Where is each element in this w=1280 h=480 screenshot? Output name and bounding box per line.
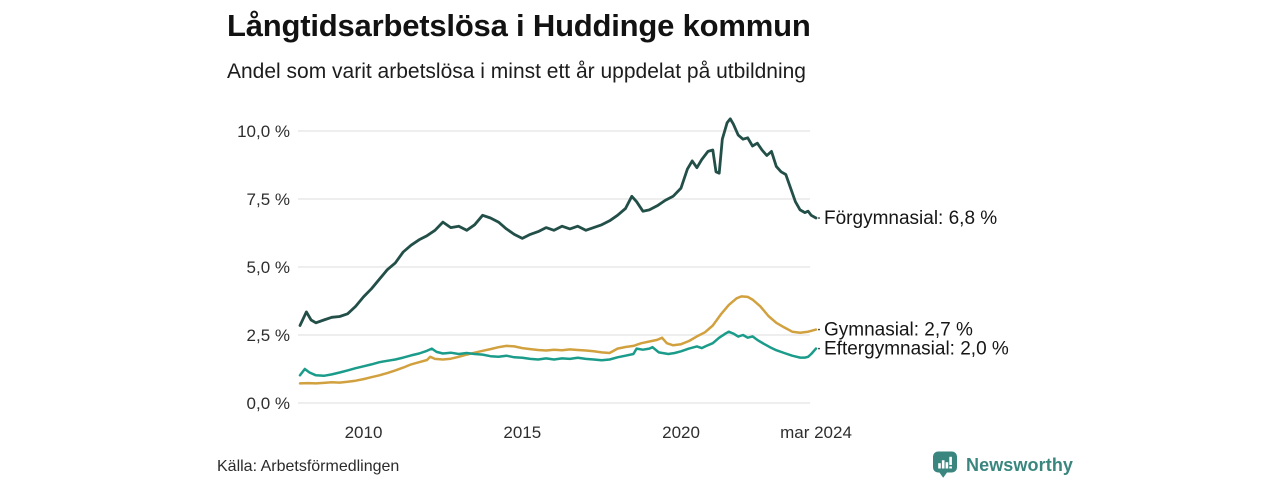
series-end-label-gymnasial: Gymnasial: 2,7 % [824,320,973,341]
page-title: Långtidsarbetslösa i Huddinge kommun [227,8,811,43]
x-tick-label: 2010 [345,423,383,442]
series-line-gymnasial [298,295,818,385]
x-tick-label: 2015 [503,423,541,442]
x-tick-label: mar 2024 [780,423,852,442]
series-lines [298,117,818,385]
source-note: Källa: Arbetsförmedlingen [217,458,400,475]
series-line-eftergymnasial [298,330,818,378]
y-tick-label: 2,5 % [247,326,290,345]
newsworthy-logo: Newsworthy [931,450,1073,480]
series-label-connectors [818,217,820,350]
y-axis-tick-labels: 10,0 % 7,5 % 5,0 % 2,5 % 0,0 % [237,122,290,413]
x-axis-tick-labels: 2010 2015 2020 mar 2024 [345,423,852,442]
bar-chart-speech-bubble-icon [933,451,957,478]
page-subtitle: Andel som varit arbetslösa i minst ett å… [227,60,806,83]
x-tick-label: 2020 [662,423,700,442]
series-line-förgymnasial [298,117,818,327]
series-end-label-forgymnasial: Förgymnasial: 6,8 % [824,208,997,229]
series-end-label-eftergymnasial: Eftergymnasial: 2,0 % [824,339,1009,360]
y-tick-label: 10,0 % [237,122,290,141]
y-tick-label: 0,0 % [247,394,290,413]
y-tick-label: 7,5 % [247,190,290,209]
y-tick-label: 5,0 % [247,258,290,277]
newsworthy-wordmark: Newsworthy [966,454,1074,475]
